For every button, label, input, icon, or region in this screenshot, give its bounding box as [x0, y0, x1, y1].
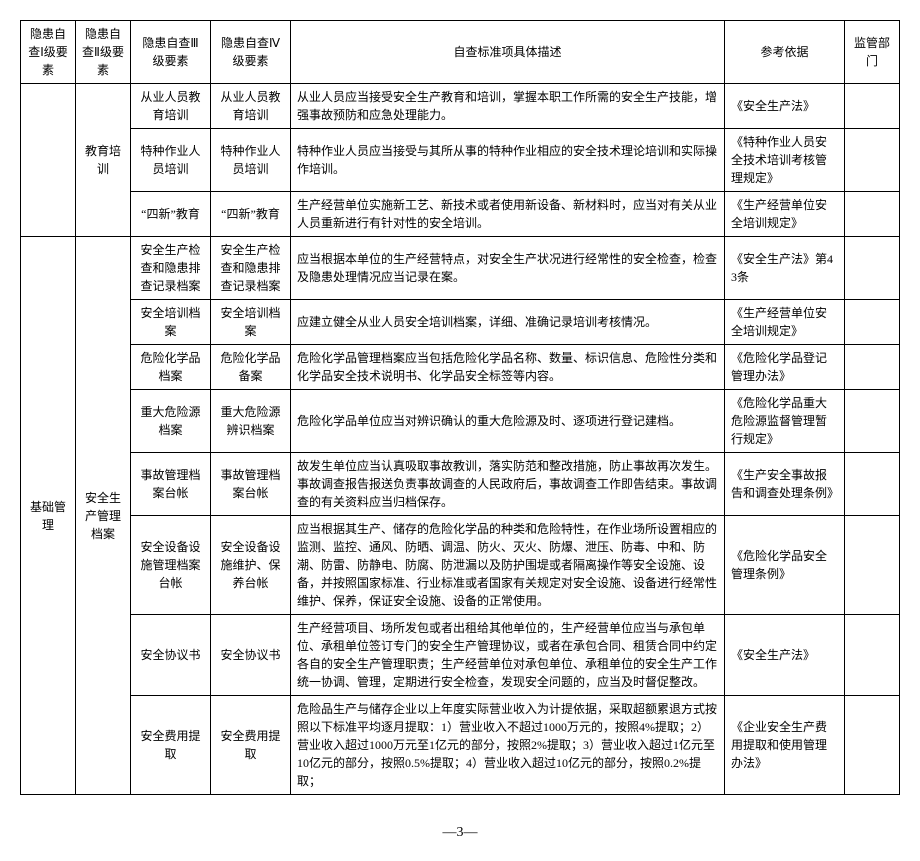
cell-c6: 《安全生产法》 — [725, 84, 845, 129]
table-row: “四新”教育 “四新”教育 生产经营单位实施新工艺、新技术或者使用新设备、新材料… — [21, 192, 900, 237]
cell-c5: 应建立健全从业人员安全培训档案，详细、准确记录培训考核情况。 — [291, 300, 725, 345]
cell-c3: 安全设备设施管理档案台帐 — [131, 516, 211, 615]
header-c5: 自查标准项具体描述 — [291, 21, 725, 84]
cell-c6: 《危险化学品重大危险源监督管理暂行规定》 — [725, 390, 845, 453]
cell-c7 — [845, 84, 900, 129]
cell-c2-archive: 安全生产管理档案 — [76, 237, 131, 795]
cell-c3: 安全生产检查和隐患排查记录档案 — [131, 237, 211, 300]
cell-c5: 危险品生产与储存企业以上年度实际营业收入为计提依据，采取超额累退方式按照以下标准… — [291, 696, 725, 795]
cell-c7 — [845, 696, 900, 795]
cell-c1 — [21, 84, 76, 237]
cell-c4: “四新”教育 — [211, 192, 291, 237]
cell-c4: 安全协议书 — [211, 615, 291, 696]
cell-c3: 特种作业人员培训 — [131, 129, 211, 192]
cell-c5: 危险化学品管理档案应当包括危险化学品名称、数量、标识信息、危险性分类和化学品安全… — [291, 345, 725, 390]
cell-c7 — [845, 516, 900, 615]
cell-c6: 《安全生产法》第43条 — [725, 237, 845, 300]
cell-c4: 特种作业人员培训 — [211, 129, 291, 192]
table-row: 基础管理 安全生产管理档案 安全生产检查和隐患排查记录档案 安全生产检查和隐患排… — [21, 237, 900, 300]
table-row: 安全协议书 安全协议书 生产经营项目、场所发包或者出租给其他单位的，生产经营单位… — [21, 615, 900, 696]
table-row: 事故管理档案台帐 事故管理档案台帐 故发生单位应当认真吸取事故教训，落实防范和整… — [21, 453, 900, 516]
cell-c4: 从业人员教育培训 — [211, 84, 291, 129]
table-row: 安全费用提取 安全费用提取 危险品生产与储存企业以上年度实际营业收入为计提依据，… — [21, 696, 900, 795]
cell-c5: 生产经营单位实施新工艺、新技术或者使用新设备、新材料时，应当对有关从业人员重新进… — [291, 192, 725, 237]
cell-c6: 《企业安全生产费用提取和使用管理办法》 — [725, 696, 845, 795]
cell-c7 — [845, 390, 900, 453]
header-c2: 隐患自查Ⅱ级要素 — [76, 21, 131, 84]
table-row: 安全培训档案 安全培训档案 应建立健全从业人员安全培训档案，详细、准确记录培训考… — [21, 300, 900, 345]
cell-c5: 危险化学品单位应当对辨识确认的重大危险源及时、逐项进行登记建档。 — [291, 390, 725, 453]
cell-c3: 安全协议书 — [131, 615, 211, 696]
header-c7: 监管部门 — [845, 21, 900, 84]
table-row: 教育培训 从业人员教育培训 从业人员教育培训 从业人员应当接受安全生产教育和培训… — [21, 84, 900, 129]
document-page: 隐患自查Ⅰ级要素 隐患自查Ⅱ级要素 隐患自查Ⅲ级要素 隐患自查Ⅳ级要素 自查标准… — [20, 20, 900, 841]
cell-c4: 安全费用提取 — [211, 696, 291, 795]
cell-c4: 重大危险源辨识档案 — [211, 390, 291, 453]
cell-c5: 从业人员应当接受安全生产教育和培训，掌握本职工作所需的安全生产技能，增强事故预防… — [291, 84, 725, 129]
table-row: 安全设备设施管理档案台帐 安全设备设施维护、保养台帐 应当根据其生产、储存的危险… — [21, 516, 900, 615]
cell-c3: 安全费用提取 — [131, 696, 211, 795]
cell-c2-edu: 教育培训 — [76, 84, 131, 237]
cell-c7 — [845, 300, 900, 345]
cell-c3: 从业人员教育培训 — [131, 84, 211, 129]
cell-c5: 应当根据其生产、储存的危险化学品的种类和危险特性，在作业场所设置相应的监测、监控… — [291, 516, 725, 615]
header-c4: 隐患自查Ⅳ级要素 — [211, 21, 291, 84]
header-c3: 隐患自查Ⅲ级要素 — [131, 21, 211, 84]
cell-c7 — [845, 615, 900, 696]
table-row: 重大危险源档案 重大危险源辨识档案 危险化学品单位应当对辨识确认的重大危险源及时… — [21, 390, 900, 453]
cell-c6: 《生产经营单位安全培训规定》 — [725, 300, 845, 345]
cell-c6: 《生产安全事故报告和调查处理条例》 — [725, 453, 845, 516]
table-header-row: 隐患自查Ⅰ级要素 隐患自查Ⅱ级要素 隐患自查Ⅲ级要素 隐患自查Ⅳ级要素 自查标准… — [21, 21, 900, 84]
cell-c4: 安全生产检查和隐患排查记录档案 — [211, 237, 291, 300]
cell-c6: 《安全生产法》 — [725, 615, 845, 696]
table-row: 危险化学品档案 危险化学品备案 危险化学品管理档案应当包括危险化学品名称、数量、… — [21, 345, 900, 390]
cell-c4: 安全培训档案 — [211, 300, 291, 345]
cell-c6: 《特种作业人员安全技术培训考核管理规定》 — [725, 129, 845, 192]
cell-c3: 重大危险源档案 — [131, 390, 211, 453]
page-number: —3— — [20, 825, 900, 841]
header-c1: 隐患自查Ⅰ级要素 — [21, 21, 76, 84]
cell-c7 — [845, 453, 900, 516]
cell-c7 — [845, 237, 900, 300]
cell-c4: 危险化学品备案 — [211, 345, 291, 390]
cell-c6: 《危险化学品登记管理办法》 — [725, 345, 845, 390]
cell-c7 — [845, 129, 900, 192]
cell-c3: 事故管理档案台帐 — [131, 453, 211, 516]
cell-c1-base: 基础管理 — [21, 237, 76, 795]
cell-c5: 生产经营项目、场所发包或者出租给其他单位的，生产经营单位应当与承包单位、承租单位… — [291, 615, 725, 696]
header-c6: 参考依据 — [725, 21, 845, 84]
cell-c6: 《生产经营单位安全培训规定》 — [725, 192, 845, 237]
cell-c3: 危险化学品档案 — [131, 345, 211, 390]
cell-c3: 安全培训档案 — [131, 300, 211, 345]
cell-c5: 应当根据本单位的生产经营特点，对安全生产状况进行经常性的安全检查，检查及隐患处理… — [291, 237, 725, 300]
cell-c4: 安全设备设施维护、保养台帐 — [211, 516, 291, 615]
self-check-table: 隐患自查Ⅰ级要素 隐患自查Ⅱ级要素 隐患自查Ⅲ级要素 隐患自查Ⅳ级要素 自查标准… — [20, 20, 900, 795]
cell-c5: 故发生单位应当认真吸取事故教训，落实防范和整改措施，防止事故再次发生。事故调查报… — [291, 453, 725, 516]
cell-c6: 《危险化学品安全管理条例》 — [725, 516, 845, 615]
table-row: 特种作业人员培训 特种作业人员培训 特种作业人员应当接受与其所从事的特种作业相应… — [21, 129, 900, 192]
cell-c4: 事故管理档案台帐 — [211, 453, 291, 516]
cell-c7 — [845, 192, 900, 237]
cell-c7 — [845, 345, 900, 390]
cell-c5: 特种作业人员应当接受与其所从事的特种作业相应的安全技术理论培训和实际操作培训。 — [291, 129, 725, 192]
cell-c3: “四新”教育 — [131, 192, 211, 237]
